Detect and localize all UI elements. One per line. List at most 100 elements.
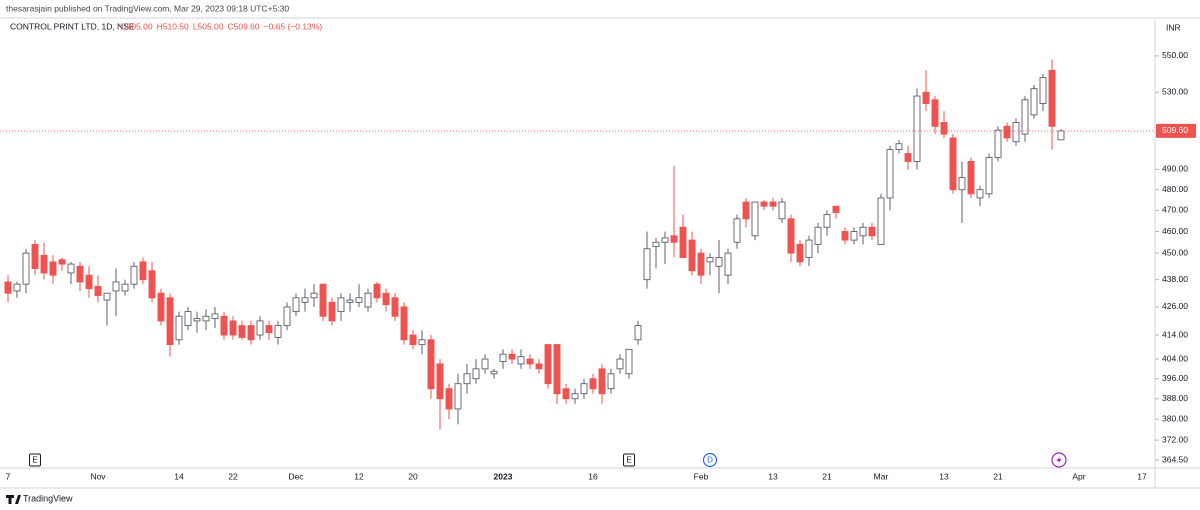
x-tick-label: 16 (588, 471, 598, 481)
candle-body (940, 122, 948, 135)
candle-body (634, 325, 642, 341)
y-tick-label: 364.50 (1162, 454, 1188, 464)
candle-body (247, 325, 255, 341)
y-tick-label: 404.00 (1162, 353, 1188, 363)
candle-body (1030, 88, 1038, 116)
candle-body (526, 358, 534, 365)
candle-body (175, 315, 183, 341)
candle-body (85, 274, 93, 290)
candle-body (463, 373, 471, 385)
candle-body (328, 301, 336, 322)
y-tick-label: 550.00 (1162, 50, 1188, 60)
candle-body (292, 297, 300, 313)
candle-body (112, 281, 120, 292)
y-tick-label: 414.00 (1162, 329, 1188, 339)
candle-body (769, 201, 777, 207)
y-tick-label: 460.00 (1162, 226, 1188, 236)
candle-body (400, 306, 408, 341)
candle-body (310, 292, 318, 299)
candle-body (616, 358, 624, 370)
candle-body (1012, 122, 1020, 143)
candle-body (715, 257, 723, 267)
y-tick-label: 438.00 (1162, 274, 1188, 284)
candle-body (832, 205, 840, 213)
candle-body (31, 243, 39, 269)
candle-body (949, 137, 957, 191)
candle-body (157, 292, 165, 322)
ohlc-legend: C509.60 (228, 21, 260, 31)
candle-body (562, 388, 570, 400)
candle-body (913, 95, 921, 162)
candle-body (220, 315, 228, 336)
event-marker (623, 453, 635, 467)
candle-body (571, 393, 579, 400)
candle-body (850, 231, 858, 241)
symbol: CONTROL PRINT LTD, 1D, NSE (10, 21, 135, 31)
candle-body (184, 311, 192, 327)
y-tick-label: 426.00 (1162, 301, 1188, 311)
x-tick-label: 13 (768, 471, 778, 481)
candle-body (4, 281, 12, 294)
candle-body (382, 292, 390, 306)
candle-body (841, 231, 849, 241)
candle-body (238, 325, 246, 338)
candle-body (958, 177, 966, 191)
event-marker (702, 452, 718, 468)
candle-body (688, 239, 696, 272)
candle-body (895, 143, 903, 151)
author-line: thesarasjain published on TradingView.co… (6, 3, 289, 13)
candle-body (886, 149, 894, 199)
candle-body (931, 99, 939, 127)
candle-body (490, 370, 498, 375)
x-tick-label: 2023 (494, 471, 513, 481)
y-tick-label: 470.00 (1162, 205, 1188, 215)
x-tick-label: 7 (6, 471, 11, 481)
event-label: D (707, 456, 713, 465)
x-tick-label: 17 (1137, 471, 1147, 481)
candle-body (796, 243, 804, 263)
candle-body (256, 320, 264, 336)
candle-body (454, 383, 462, 410)
x-tick-label: 13 (939, 471, 949, 481)
y-tick-label: 372.00 (1162, 434, 1188, 444)
candle-body (598, 368, 606, 395)
candle-body (40, 254, 48, 274)
x-tick-label: 20 (408, 471, 418, 481)
candle-body (1057, 130, 1065, 141)
candle-body (760, 201, 768, 207)
candle-body (193, 318, 201, 322)
last-price-badge (1156, 123, 1196, 138)
candle-body (274, 325, 282, 338)
ohlc-legend: L505.00 (193, 21, 224, 31)
candle-body (589, 378, 597, 390)
candle-body (94, 285, 102, 296)
event-label: E (626, 456, 631, 465)
x-tick-label: Apr (1072, 471, 1085, 481)
candle-body (724, 252, 732, 276)
candle-body (877, 197, 885, 245)
candle-body (652, 241, 660, 248)
candle-body (130, 265, 138, 285)
candle-body (346, 299, 354, 303)
candle-body (49, 261, 57, 276)
x-tick-label: 14 (174, 471, 184, 481)
x-tick-label: Feb (694, 471, 709, 481)
alert-bolt (1056, 456, 1062, 464)
x-tick-label: Mar (874, 471, 889, 481)
x-tick-label: 21 (993, 471, 1003, 481)
candle-body (967, 161, 975, 195)
candle-body (661, 237, 669, 243)
candle-body (670, 235, 678, 243)
candle-body (706, 257, 714, 263)
candle-body (148, 270, 156, 299)
candle-body (337, 297, 345, 313)
candle-body (481, 358, 489, 370)
candle-body (607, 373, 615, 390)
candle-body (985, 157, 993, 195)
candle-body (679, 226, 687, 258)
candle-body (544, 344, 552, 385)
event-marker (29, 453, 41, 467)
candle-body (229, 320, 237, 336)
candle-body (868, 226, 876, 237)
brand-name: TradingView (23, 493, 73, 503)
